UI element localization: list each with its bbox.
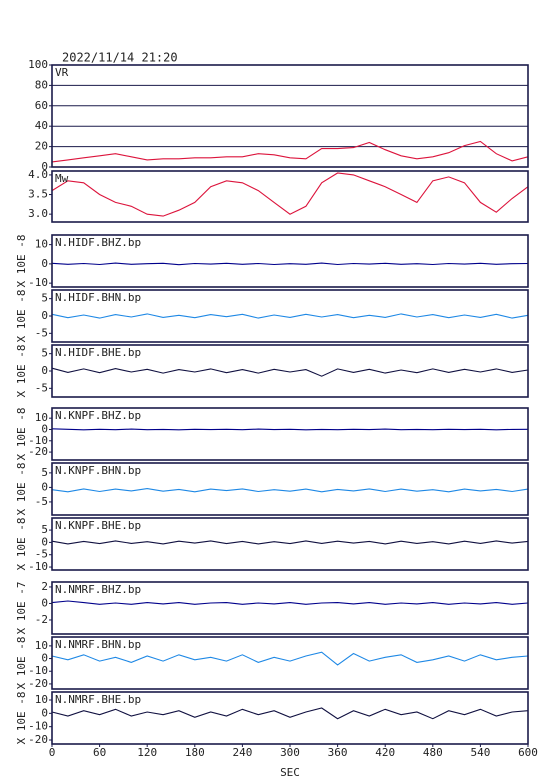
trace <box>51 428 529 431</box>
y-tick-label: 0 <box>41 480 48 493</box>
trace <box>51 262 529 266</box>
y-axis-label: X 10E -8 <box>15 290 28 343</box>
x-tick-label: 360 <box>328 746 348 759</box>
trace <box>51 651 529 666</box>
y-tick-label: 10 <box>35 639 48 652</box>
y-tick-label: -2 <box>35 613 48 626</box>
y-tick-label: 80 <box>35 78 48 91</box>
trace <box>51 600 529 605</box>
y-axis-label: X 10E -8 <box>15 235 28 288</box>
panel-label: VR <box>55 66 69 79</box>
y-axis-label: X 10E -8 <box>15 692 28 745</box>
x-tick-label: 180 <box>185 746 205 759</box>
y-tick-label: -10 <box>28 560 48 573</box>
y-tick-label: 3.5 <box>28 188 48 201</box>
panel-label: N.KNPF.BHN.bp <box>55 464 141 477</box>
y-tick-label: -20 <box>28 677 48 690</box>
y-tick-label: -10 <box>28 434 48 447</box>
x-tick-label: 300 <box>280 746 300 759</box>
y-tick-label: 3.0 <box>28 207 48 220</box>
y-tick-label: 60 <box>35 99 48 112</box>
x-tick-label: 60 <box>93 746 106 759</box>
y-tick-label: -10 <box>28 664 48 677</box>
y-tick-label: -5 <box>35 495 48 508</box>
panel-frame <box>51 581 529 635</box>
x-tick-label: 540 <box>470 746 490 759</box>
panel-label: N.HIDF.BHZ.bp <box>55 236 141 249</box>
panel-label: N.KNPF.BHZ.bp <box>55 409 141 422</box>
panel-frame <box>51 170 529 223</box>
y-tick-label: -10 <box>28 276 48 289</box>
y-tick-label: 0 <box>41 652 48 665</box>
trace <box>51 172 529 217</box>
y-tick-label: -20 <box>28 445 48 458</box>
panel-label: N.NMRF.BHE.bp <box>55 693 141 706</box>
y-tick-label: 5 <box>41 347 48 360</box>
panel-frame <box>51 407 529 461</box>
trace <box>51 313 529 319</box>
y-tick-label: 5 <box>41 466 48 479</box>
y-tick-label: 10 <box>35 411 48 424</box>
x-tick-label: 420 <box>375 746 395 759</box>
y-axis-label: X 10E -8 <box>15 345 28 398</box>
panel-frame <box>51 344 529 398</box>
panel-frame <box>51 517 529 571</box>
panel-frame <box>51 462 529 516</box>
y-axis-label: X 10E -8 <box>15 518 28 571</box>
y-tick-label: 10 <box>35 693 48 706</box>
panel-frame <box>51 234 529 288</box>
y-tick-label: 5 <box>41 523 48 536</box>
panel-frame <box>51 64 529 168</box>
chart-title: 2022/11/14 21:20 <box>62 51 178 65</box>
y-tick-label: -5 <box>35 548 48 561</box>
y-tick-label: 0 <box>41 535 48 548</box>
y-tick-label: 0 <box>41 422 48 435</box>
y-tick-label: -5 <box>35 326 48 339</box>
x-tick-label: 120 <box>137 746 157 759</box>
y-tick-label: 5 <box>41 292 48 305</box>
y-tick-label: 0 <box>41 364 48 377</box>
x-tick-label: 600 <box>518 746 538 759</box>
panel-frame <box>51 289 529 343</box>
panel-label: N.HIDF.BHE.bp <box>55 346 141 359</box>
y-tick-label: 0 <box>41 257 48 270</box>
y-tick-label: -10 <box>28 720 48 733</box>
y-tick-label: -20 <box>28 733 48 746</box>
y-tick-label: 0 <box>41 596 48 609</box>
x-axis-label: SEC <box>280 766 300 779</box>
y-axis-label: X 10E -8 <box>15 463 28 516</box>
panel-frame <box>51 636 529 690</box>
y-tick-label: 2 <box>41 580 48 593</box>
y-tick-label: -5 <box>35 381 48 394</box>
panel-label: N.NMRF.BHN.bp <box>55 638 141 651</box>
panel-label: N.KNPF.BHE.bp <box>55 519 141 532</box>
y-tick-label: 4.0 <box>28 168 48 181</box>
y-axis-label: X 10E -8 <box>15 408 28 461</box>
y-tick-label: 0 <box>41 160 48 173</box>
trace <box>51 367 529 377</box>
x-tick-label: 240 <box>232 746 252 759</box>
y-tick-label: 0 <box>41 309 48 322</box>
trace <box>51 540 529 545</box>
trace <box>51 140 529 163</box>
panel-label: N.NMRF.BHZ.bp <box>55 583 141 596</box>
x-tick-label: 480 <box>423 746 443 759</box>
x-tick-label: 0 <box>49 746 56 759</box>
panel-label: Mw <box>55 172 69 185</box>
y-tick-label: 20 <box>35 140 48 153</box>
y-axis-label: X 10E -7 <box>15 582 28 635</box>
panel-label: N.HIDF.BHN.bp <box>55 291 141 304</box>
trace <box>51 488 529 493</box>
y-tick-label: 0 <box>41 706 48 719</box>
y-tick-label: 100 <box>28 58 48 71</box>
y-tick-label: 40 <box>35 119 48 132</box>
y-axis-label: X 10E -8 <box>15 637 28 690</box>
y-tick-label: 10 <box>35 238 48 251</box>
trace <box>51 707 529 720</box>
